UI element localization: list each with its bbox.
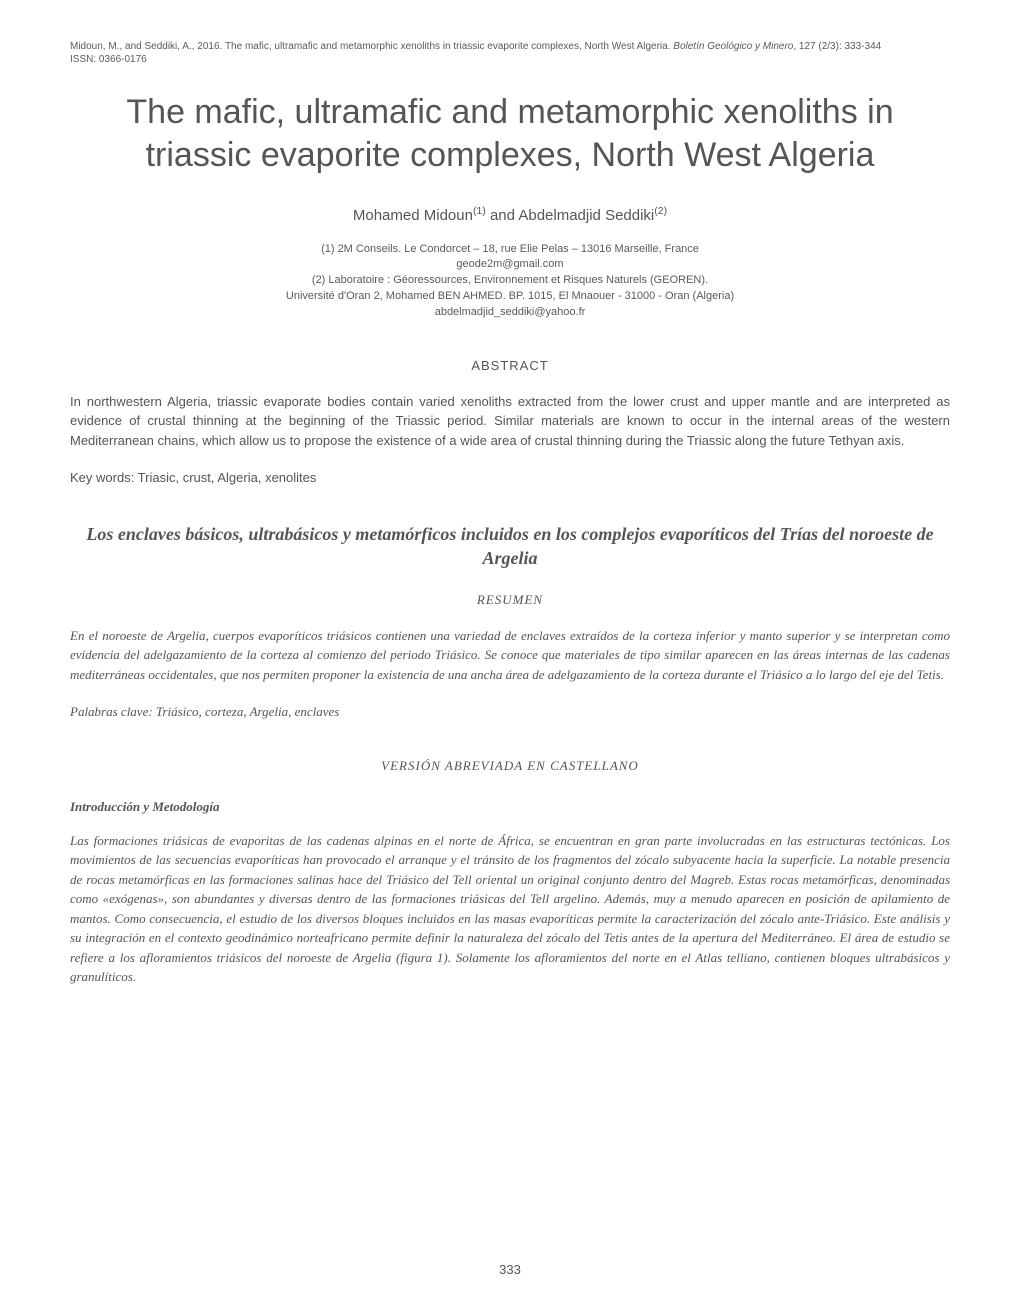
citation-volume: , 127 (2/3): 333-344: [793, 41, 881, 52]
abstract-heading: ABSTRACT: [70, 356, 950, 376]
author-and: and: [486, 207, 519, 224]
abstract-body: In northwestern Algeria, triassic evapor…: [70, 392, 950, 451]
intro-heading: Introducción y Metodología: [70, 797, 950, 817]
author-1-sup: (1): [473, 205, 486, 217]
author-2-sup: (2): [654, 205, 667, 217]
affiliation-line-2: (2) Laboratoire : Géoressources, Environ…: [312, 274, 708, 286]
resumen-body: En el noroeste de Argelia, cuerpos evapo…: [70, 626, 950, 685]
resumen-heading: RESUMEN: [70, 590, 950, 610]
author-2: Abdelmadjid Seddiki: [518, 207, 654, 224]
affiliation-line-1: (1) 2M Conseils. Le Condorcet – 18, rue …: [321, 243, 699, 255]
page-number: 333: [0, 1260, 1020, 1280]
citation-issn: ISSN: 0366-0176: [70, 54, 147, 65]
citation-authors: Midoun, M., and Seddiki, A., 2016.: [70, 41, 222, 52]
keywords: Key words: Triasic, crust, Algeria, xeno…: [70, 468, 950, 488]
affiliation-email-1: geode2m@gmail.com: [456, 258, 563, 270]
spanish-title: Los enclaves básicos, ultrabásicos y met…: [70, 522, 950, 571]
palabras-clave: Palabras clave: Triásico, corteza, Argel…: [70, 702, 950, 722]
affiliations-block: (1) 2M Conseils. Le Condorcet – 18, rue …: [70, 242, 950, 322]
intro-body: Las formaciones triásicas de evaporitas …: [70, 831, 950, 987]
version-heading: VERSIÓN ABREVIADA EN CASTELLANO: [70, 756, 950, 776]
article-title: The mafic, ultramafic and metamorphic xe…: [70, 91, 950, 176]
affiliation-email-2: abdelmadjid_seddiki@yahoo.fr: [435, 306, 586, 318]
citation-title: The mafic, ultramafic and metamorphic xe…: [225, 41, 671, 52]
citation-journal: Boletín Geológico y Minero: [673, 41, 793, 52]
author-1: Mohamed Midoun: [353, 207, 473, 224]
affiliation-line-3: Université d'Oran 2, Mohamed BEN AHMED. …: [286, 290, 734, 302]
authors-line: Mohamed Midoun(1) and Abdelmadjid Seddik…: [70, 204, 950, 228]
citation-block: Midoun, M., and Seddiki, A., 2016. The m…: [70, 40, 950, 66]
